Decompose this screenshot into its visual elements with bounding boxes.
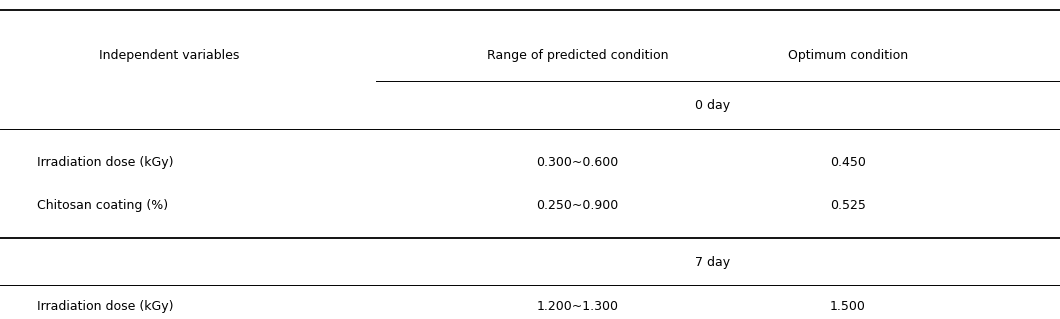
Text: Range of predicted condition: Range of predicted condition — [487, 49, 669, 62]
Text: 7 day: 7 day — [695, 256, 730, 269]
Text: 0 day: 0 day — [695, 99, 730, 112]
Text: Chitosan coating (%): Chitosan coating (%) — [37, 199, 169, 212]
Text: 0.250~0.900: 0.250~0.900 — [536, 199, 619, 212]
Text: 0.450: 0.450 — [830, 156, 866, 169]
Text: Optimum condition: Optimum condition — [788, 49, 908, 62]
Text: Independent variables: Independent variables — [100, 49, 240, 62]
Text: 0.525: 0.525 — [830, 199, 866, 212]
Text: 0.300~0.600: 0.300~0.600 — [536, 156, 619, 169]
Text: Irradiation dose (kGy): Irradiation dose (kGy) — [37, 156, 174, 169]
Text: 1.500: 1.500 — [830, 300, 866, 313]
Text: Irradiation dose (kGy): Irradiation dose (kGy) — [37, 300, 174, 313]
Text: 1.200~1.300: 1.200~1.300 — [536, 300, 619, 313]
